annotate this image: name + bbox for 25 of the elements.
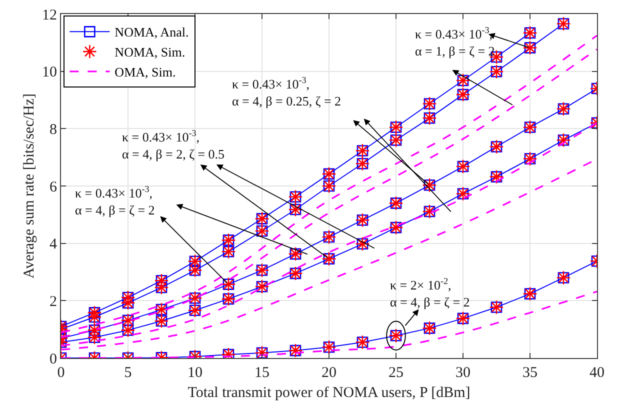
y-tick-label: 12 — [42, 7, 57, 24]
y-tick-label: 8 — [50, 122, 57, 138]
x-tick-label: 15 — [254, 365, 270, 381]
x-tick-label: 35 — [522, 365, 538, 381]
legend-label: NOMA, Anal. — [114, 24, 189, 40]
x-axis-title: Total transmit power of NOMA users, P [dBm] — [188, 385, 470, 401]
legend-label: OMA, Sim. — [114, 64, 176, 80]
x-tick-label: 40 — [590, 365, 604, 381]
y-tick-label: 0 — [50, 351, 57, 368]
x-tick-label: 30 — [456, 365, 470, 381]
annotation: κ = 0.43× 10$^{-3}$, α = 1, β = ζ = 2 — [415, 25, 495, 58]
x-tick-label: 5 — [124, 365, 132, 381]
x-tick-label: 10 — [188, 365, 202, 381]
annotation: κ = 2× 10$^{-2}$, α = 4, β = ζ = 2 — [390, 276, 470, 310]
legend-label: NOMA, Sim. — [114, 44, 186, 60]
y-axis-title: Average sum rate [bits/sec/Hz] — [21, 93, 38, 279]
y-tick-label: 10 — [42, 64, 57, 81]
y-tick-label: 6 — [50, 179, 58, 196]
annotation: κ = 0.43× 10$^{-3}$, α = 4, β = 2, ζ = 0.5 — [122, 128, 225, 162]
y-tick-label: 4 — [50, 236, 58, 253]
annotation: κ = 0.43× 10$^{-3}$, α = 4, β = 0.25, ζ = 2 — [232, 75, 342, 108]
y-tick-label: 2 — [50, 294, 57, 310]
x-tick-label: 20 — [322, 365, 336, 381]
annotation: κ = 0.43× 10$^{-3}$, α = 4, β = ζ = 2 — [75, 184, 155, 218]
x-tick-label: 25 — [388, 365, 404, 381]
